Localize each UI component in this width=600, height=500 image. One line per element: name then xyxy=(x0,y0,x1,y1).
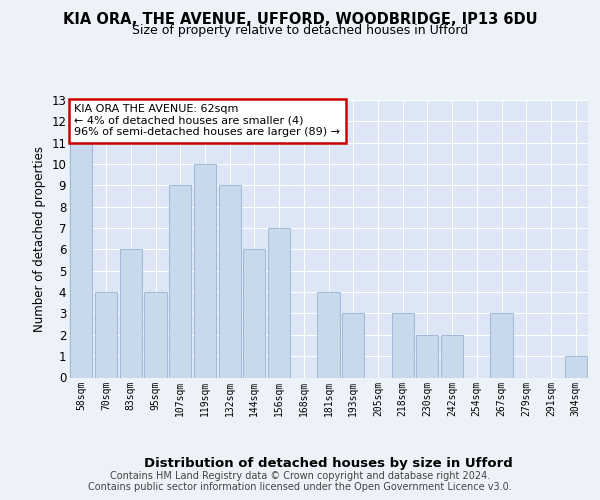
Bar xyxy=(416,335,439,378)
Bar xyxy=(317,292,340,378)
Bar xyxy=(392,314,414,378)
Y-axis label: Number of detached properties: Number of detached properties xyxy=(32,146,46,332)
Bar xyxy=(441,335,463,378)
Bar xyxy=(243,250,265,378)
Bar xyxy=(70,142,92,378)
Bar xyxy=(565,356,587,378)
Bar xyxy=(218,186,241,378)
Text: Size of property relative to detached houses in Ufford: Size of property relative to detached ho… xyxy=(132,24,468,37)
Text: KIA ORA THE AVENUE: 62sqm
← 4% of detached houses are smaller (4)
96% of semi-de: KIA ORA THE AVENUE: 62sqm ← 4% of detach… xyxy=(74,104,340,138)
Bar xyxy=(490,314,512,378)
Bar xyxy=(194,164,216,378)
Text: KIA ORA, THE AVENUE, UFFORD, WOODBRIDGE, IP13 6DU: KIA ORA, THE AVENUE, UFFORD, WOODBRIDGE,… xyxy=(62,12,538,28)
Bar xyxy=(342,314,364,378)
Bar xyxy=(119,250,142,378)
Bar xyxy=(95,292,117,378)
Bar xyxy=(268,228,290,378)
Bar xyxy=(169,186,191,378)
Bar xyxy=(145,292,167,378)
Text: Contains public sector information licensed under the Open Government Licence v3: Contains public sector information licen… xyxy=(88,482,512,492)
Text: Contains HM Land Registry data © Crown copyright and database right 2024.: Contains HM Land Registry data © Crown c… xyxy=(110,471,490,481)
X-axis label: Distribution of detached houses by size in Ufford: Distribution of detached houses by size … xyxy=(144,457,513,470)
